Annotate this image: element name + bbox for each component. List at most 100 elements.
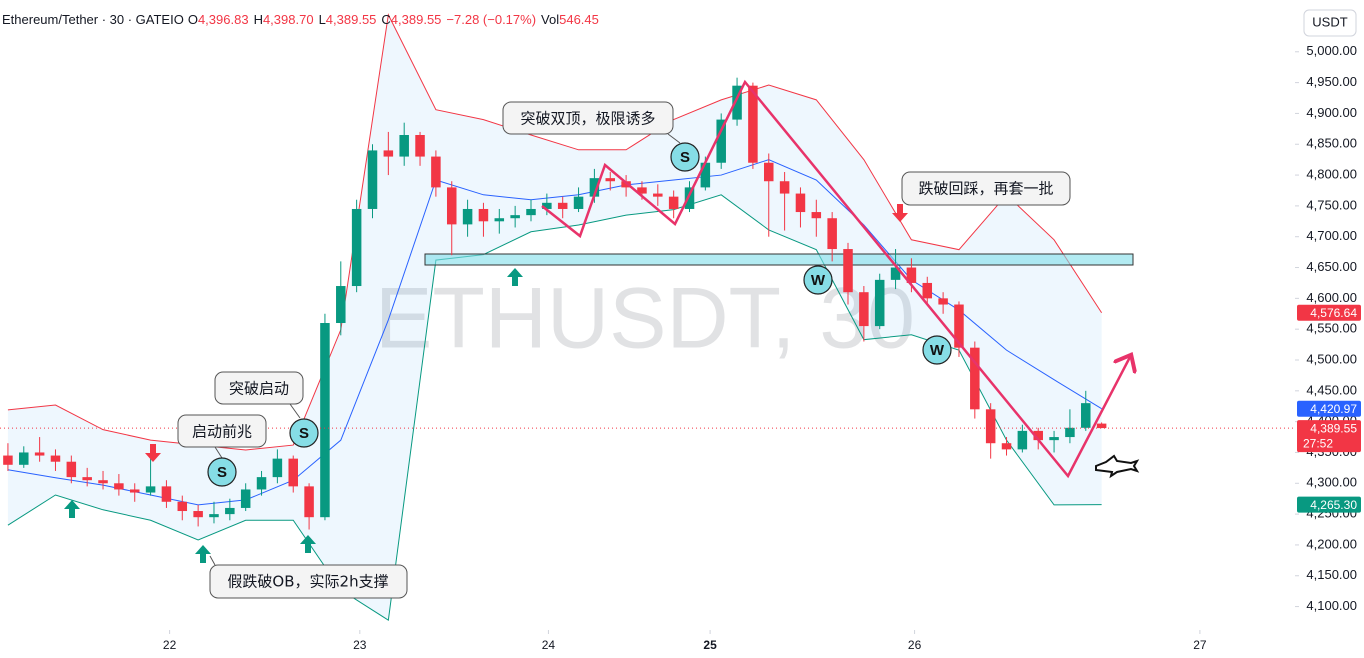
candle-body <box>1049 437 1059 441</box>
y-tick-label: 4,950.00 <box>1306 74 1357 89</box>
candle-body <box>1065 427 1075 438</box>
candle-body <box>764 162 774 182</box>
y-tick-label: 4,100.00 <box>1306 598 1357 613</box>
symbol: Ethereum/Tether · 30 · GATEIO <box>2 12 184 27</box>
candle-body <box>177 501 188 512</box>
axes: 4,100.004,150.004,200.004,250.004,300.00… <box>163 43 1361 652</box>
candle-body <box>240 489 251 508</box>
candle-body <box>256 477 267 490</box>
candle-body <box>462 208 473 225</box>
ohlc-value: 4,396.83 <box>198 12 249 27</box>
legend-header: Ethereum/Tether · 30 · GATEIO O4,396.83 H4… <box>2 12 599 27</box>
candle-body <box>415 135 425 157</box>
candle-body <box>272 458 283 478</box>
marker-label: W <box>811 272 826 289</box>
marker-label: S <box>680 149 690 166</box>
callout: 突破启动 <box>214 371 304 419</box>
candle-body <box>19 452 29 465</box>
price-badge <box>1297 496 1361 513</box>
candle-body <box>874 279 885 327</box>
price-badge <box>1297 400 1361 417</box>
candle-body <box>336 286 346 324</box>
trend-path <box>541 79 1130 479</box>
candle-body <box>890 267 901 280</box>
callout: 假跌破OB，实际2h支撑 <box>209 555 408 599</box>
marker: S <box>670 142 700 172</box>
candle-body <box>129 489 140 493</box>
currency-box <box>1303 9 1357 37</box>
x-tick-label: 26 <box>908 638 922 652</box>
x-tick-label: 23 <box>353 638 367 652</box>
y-tick-label: 4,650.00 <box>1306 259 1357 274</box>
price-badge-label: 4,420.97 <box>1310 402 1357 416</box>
price-badge-label: 4,389.55 <box>1310 421 1357 435</box>
candle-body <box>716 119 726 163</box>
callout-box <box>502 101 674 135</box>
up-arrows <box>64 268 523 563</box>
candle-body <box>526 208 536 216</box>
candle-body <box>668 196 679 209</box>
countdown: 27:52 <box>1303 436 1333 450</box>
support-zone <box>424 253 1134 266</box>
ohlc-key: O <box>188 12 198 27</box>
callout-text: 跌破回踩，再套一批 <box>918 180 1053 198</box>
down-arrow <box>145 444 161 462</box>
marker: S <box>207 457 237 487</box>
candle-body <box>304 486 314 518</box>
candle-body <box>589 178 600 197</box>
down-arrows <box>145 204 908 462</box>
candle-body <box>779 181 790 194</box>
x-tick-label: 22 <box>163 638 177 652</box>
up-arrow <box>64 500 80 518</box>
candle-body <box>653 193 663 197</box>
up-arrow <box>300 535 316 553</box>
volume-key: Vol <box>541 12 559 27</box>
y-tick-label: 4,850.00 <box>1306 136 1357 151</box>
candle-body <box>320 323 330 518</box>
x-tick-label: 25 <box>703 638 717 652</box>
candle-body <box>82 477 92 481</box>
callout-box <box>209 564 408 599</box>
candle-body <box>145 486 156 493</box>
candle-body <box>1017 430 1028 450</box>
marker-label: S <box>217 464 227 481</box>
candle-body <box>557 202 568 209</box>
candle-body <box>1001 443 1012 450</box>
y-tick-label: 4,450.00 <box>1306 382 1357 397</box>
candle-body <box>66 461 77 478</box>
candle-body <box>637 187 647 194</box>
callout-text: 突破双顶，极限诱多 <box>520 110 655 128</box>
candle-body <box>383 150 394 157</box>
callout-text: 假跌破OB，实际2h支撑 <box>227 573 388 591</box>
candle-body <box>954 304 964 348</box>
candle-body <box>34 452 45 456</box>
x-tick-label: 27 <box>1193 638 1207 652</box>
down-arrow <box>892 204 908 222</box>
price-axis <box>1295 0 1364 658</box>
volume: 546.45 <box>559 12 599 27</box>
up-arrow <box>195 545 211 563</box>
candle-body <box>399 135 409 157</box>
candle-body <box>50 455 61 462</box>
y-tick-label: 4,550.00 <box>1306 321 1357 336</box>
callout-box <box>214 371 304 405</box>
candle-body <box>1033 430 1043 441</box>
candle-body <box>795 193 806 213</box>
callout: 突破双顶，极限诱多 <box>502 101 681 144</box>
candle-body <box>510 215 520 219</box>
candle-body <box>684 187 695 209</box>
marker: W <box>922 335 952 365</box>
candle-body <box>732 85 742 120</box>
candle-body <box>367 150 378 209</box>
candle-body <box>811 212 822 219</box>
candle-body <box>288 458 298 487</box>
callout-box <box>177 414 267 448</box>
candle-body <box>748 85 758 163</box>
candle-body <box>351 208 362 287</box>
change: −7.28 (−0.17%) <box>446 12 536 27</box>
candle-body <box>970 347 980 410</box>
marker: W <box>803 265 833 295</box>
y-tick-label: 4,600.00 <box>1306 290 1357 305</box>
y-tick-label: 5,000.00 <box>1306 43 1357 58</box>
